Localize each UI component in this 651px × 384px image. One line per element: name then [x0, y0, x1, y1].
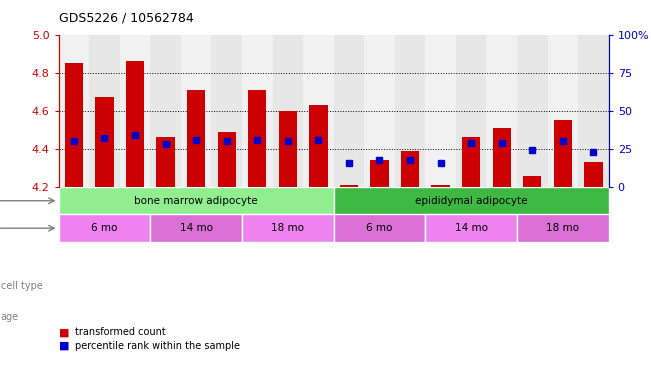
- Text: 14 mo: 14 mo: [180, 223, 213, 233]
- Bar: [309, 105, 327, 187]
- Bar: [517, 215, 609, 242]
- Bar: [181, 35, 212, 187]
- Text: transformed count: transformed count: [75, 327, 165, 337]
- Bar: [95, 98, 114, 187]
- Text: ■: ■: [59, 327, 69, 337]
- Bar: [401, 151, 419, 187]
- Bar: [150, 35, 181, 187]
- Bar: [334, 187, 609, 215]
- Bar: [120, 35, 150, 187]
- Text: 14 mo: 14 mo: [454, 223, 488, 233]
- Bar: [126, 61, 144, 187]
- Bar: [462, 137, 480, 187]
- Bar: [150, 215, 242, 242]
- Bar: [493, 128, 511, 187]
- Bar: [517, 35, 547, 187]
- Bar: [578, 35, 609, 187]
- Bar: [59, 35, 89, 187]
- Bar: [425, 35, 456, 187]
- Bar: [523, 175, 542, 187]
- Text: cell type: cell type: [1, 281, 42, 291]
- Bar: [395, 35, 425, 187]
- Bar: [64, 63, 83, 187]
- Bar: [334, 215, 425, 242]
- Bar: [303, 35, 334, 187]
- Bar: [553, 120, 572, 187]
- Bar: [212, 35, 242, 187]
- Bar: [242, 35, 273, 187]
- Bar: [187, 90, 205, 187]
- Bar: [432, 185, 450, 187]
- Bar: [89, 35, 120, 187]
- Text: 6 mo: 6 mo: [91, 223, 118, 233]
- Bar: [370, 161, 389, 187]
- Bar: [59, 187, 334, 215]
- Bar: [425, 215, 517, 242]
- Bar: [248, 90, 266, 187]
- Text: 18 mo: 18 mo: [271, 223, 304, 233]
- Text: age: age: [1, 312, 19, 322]
- Bar: [279, 111, 297, 187]
- Bar: [486, 35, 517, 187]
- Bar: [547, 35, 578, 187]
- Text: epididymal adipocyte: epididymal adipocyte: [415, 196, 527, 206]
- Bar: [273, 35, 303, 187]
- Text: percentile rank within the sample: percentile rank within the sample: [75, 341, 240, 351]
- Bar: [456, 35, 486, 187]
- Text: 6 mo: 6 mo: [367, 223, 393, 233]
- Text: 18 mo: 18 mo: [546, 223, 579, 233]
- Bar: [217, 132, 236, 187]
- Text: bone marrow adipocyte: bone marrow adipocyte: [134, 196, 258, 206]
- Text: ■: ■: [59, 341, 69, 351]
- Bar: [156, 137, 174, 187]
- Bar: [364, 35, 395, 187]
- Bar: [340, 185, 358, 187]
- Bar: [242, 215, 334, 242]
- Bar: [334, 35, 364, 187]
- Bar: [584, 162, 603, 187]
- Text: GDS5226 / 10562784: GDS5226 / 10562784: [59, 12, 193, 25]
- Bar: [59, 215, 150, 242]
